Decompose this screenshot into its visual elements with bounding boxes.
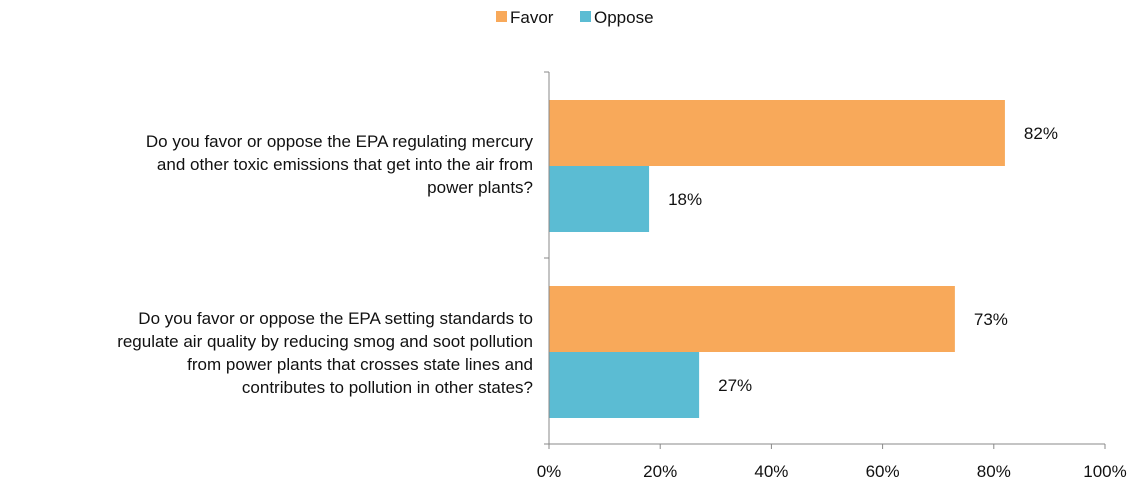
legend-swatch-favor <box>496 11 507 22</box>
data-label-oppose-1: 27% <box>718 376 752 395</box>
category-label-mercury: Do you favor or oppose the EPA regulatin… <box>145 132 533 197</box>
legend-swatch-oppose <box>580 11 591 22</box>
data-label-favor-1: 73% <box>974 310 1008 329</box>
bar-oppose-1 <box>549 352 700 418</box>
x-tick-label-5: 100% <box>1083 462 1126 481</box>
data-label-favor-0: 82% <box>1024 124 1058 143</box>
bar-oppose-0 <box>549 166 650 232</box>
data-label-oppose-0: 18% <box>668 190 702 209</box>
x-tick-label-0: 0% <box>537 462 562 481</box>
category-label-air-quality: Do you favor or oppose the EPA setting s… <box>117 309 533 397</box>
x-tick-label-2: 40% <box>754 462 788 481</box>
x-tick-label-1: 20% <box>643 462 677 481</box>
x-tick-label-3: 60% <box>866 462 900 481</box>
bar-favor-0 <box>549 100 1005 166</box>
bar-favor-1 <box>549 286 955 352</box>
legend-label-favor: Favor <box>510 8 554 27</box>
x-tick-label-4: 80% <box>977 462 1011 481</box>
legend-label-oppose: Oppose <box>594 8 654 27</box>
